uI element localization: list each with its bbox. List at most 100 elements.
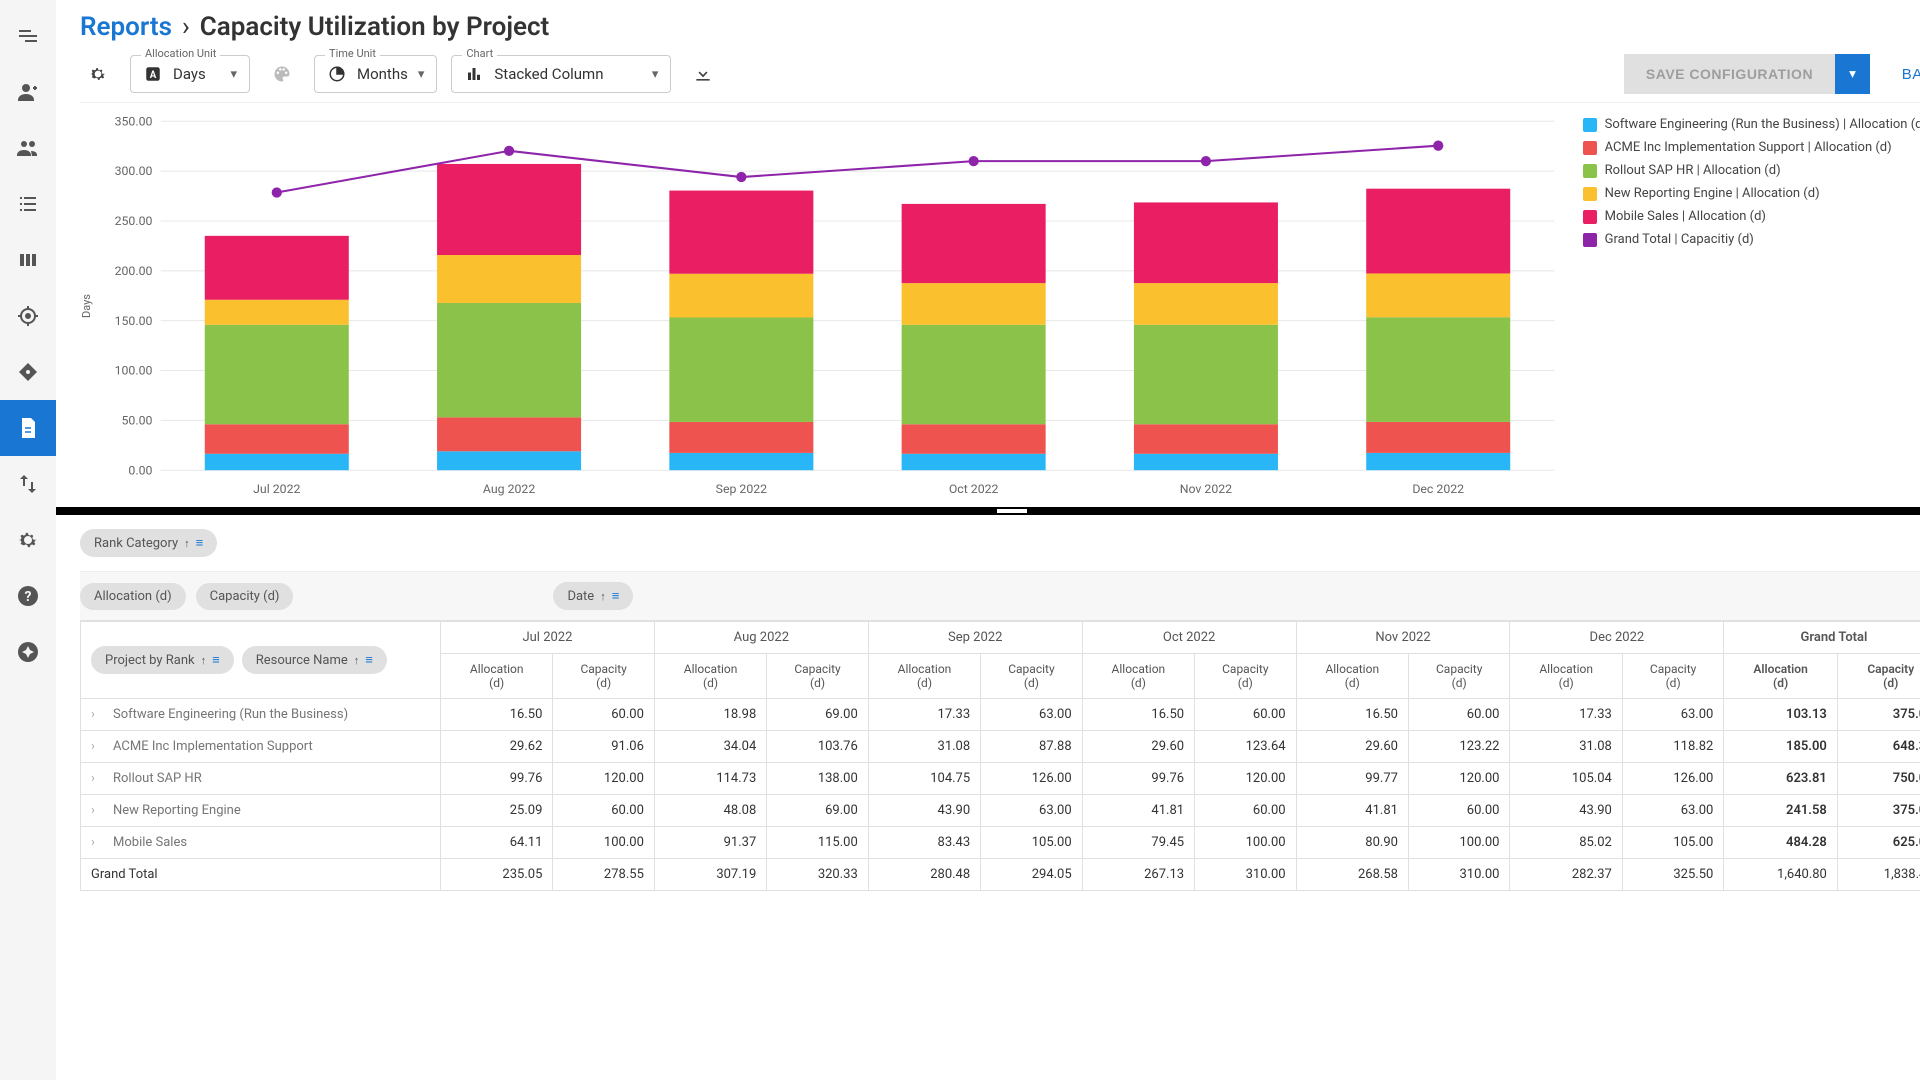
legend-label: Grand Total | Capacitiy (d) (1605, 232, 1754, 247)
legend-item[interactable]: Mobile Sales | Allocation (d) (1583, 209, 1920, 224)
chip-resource-name[interactable]: Resource Name↑≡ (242, 646, 387, 674)
table-row[interactable]: ›Software Engineering (Run the Business)… (81, 699, 1920, 731)
legend-item[interactable]: Rollout SAP HR | Allocation (d) (1583, 163, 1920, 178)
bar-segment[interactable] (1134, 424, 1278, 454)
sidebar-item-reports[interactable] (0, 400, 56, 456)
bar-segment[interactable] (669, 453, 813, 470)
table-row[interactable]: ›Mobile Sales64.11100.0091.37115.0083.43… (81, 827, 1920, 859)
bar-segment[interactable] (1366, 273, 1510, 317)
main-content: Reports › Capacity Utilization by Projec… (56, 0, 1920, 1080)
sidebar-item-swap[interactable] (0, 456, 56, 512)
sidebar-item-diamond[interactable] (0, 344, 56, 400)
sidebar-item-help[interactable]: ? (0, 568, 56, 624)
bar-segment[interactable] (669, 318, 813, 422)
chip-allocation[interactable]: Allocation (d) (80, 583, 186, 610)
legend-swatch (1583, 187, 1597, 201)
allocation-unit-dropdown[interactable]: Allocation Unit A Days ▾ (130, 55, 250, 93)
expand-icon[interactable]: › (91, 803, 103, 818)
bar-segment[interactable] (902, 325, 1046, 424)
subcol-header: Capacity(d) (1195, 654, 1297, 699)
bar-segment[interactable] (902, 283, 1046, 325)
line-point[interactable] (272, 187, 282, 197)
expand-icon[interactable]: › (91, 739, 103, 754)
bar-segment[interactable] (669, 274, 813, 318)
filter-icon: ≡ (612, 588, 620, 604)
legend-swatch (1583, 118, 1597, 132)
legend-item[interactable]: ACME Inc Implementation Support | Alloca… (1583, 140, 1920, 155)
month-header: Nov 2022 (1296, 622, 1510, 654)
grand-total-header: Grand Total (1724, 622, 1920, 654)
legend-item[interactable]: New Reporting Engine | Allocation (d) (1583, 186, 1920, 201)
line-point[interactable] (969, 156, 979, 166)
resize-divider[interactable] (56, 507, 1920, 515)
palette-icon[interactable] (264, 56, 300, 92)
chip-project-by-rank[interactable]: Project by Rank↑≡ (91, 646, 234, 674)
back-button[interactable]: BACK (1902, 66, 1920, 83)
save-dropdown-button[interactable]: ▾ (1835, 54, 1870, 94)
bar-segment[interactable] (437, 303, 581, 417)
chip-rank-category[interactable]: Rank Category↑≡ (80, 529, 217, 557)
bar-segment[interactable] (205, 325, 349, 424)
sidebar-item-explore[interactable] (0, 624, 56, 680)
time-unit-value: Months (357, 65, 408, 83)
table-row[interactable]: ›New Reporting Engine25.0960.0048.0869.0… (81, 795, 1920, 827)
filter-icon: ≡ (196, 535, 204, 551)
svg-text:Jul 2022: Jul 2022 (253, 483, 300, 497)
bar-segment[interactable] (1366, 317, 1510, 422)
breadcrumb: Reports › Capacity Utilization by Projec… (80, 12, 1920, 42)
bar-segment[interactable] (669, 422, 813, 453)
svg-text:0.00: 0.00 (128, 464, 152, 478)
bar-segment[interactable] (1134, 454, 1278, 470)
sidebar: ? (0, 0, 56, 1080)
sidebar-item-list[interactable] (0, 176, 56, 232)
svg-text:?: ? (25, 589, 32, 605)
expand-icon[interactable]: › (91, 771, 103, 786)
bar-segment[interactable] (902, 424, 1046, 454)
sidebar-item-settings[interactable] (0, 512, 56, 568)
chip-capacity[interactable]: Capacity (d) (196, 583, 294, 610)
bar-segment[interactable] (205, 236, 349, 300)
sidebar-item-target[interactable] (0, 288, 56, 344)
bar-segment[interactable] (437, 164, 581, 255)
bar-segment[interactable] (437, 255, 581, 303)
download-icon[interactable] (685, 56, 721, 92)
bar-segment[interactable] (437, 417, 581, 451)
save-configuration-button[interactable]: SAVE CONFIGURATION (1624, 54, 1835, 94)
bar-segment[interactable] (902, 454, 1046, 470)
legend-label: Software Engineering (Run the Business) … (1605, 117, 1920, 132)
bar-segment[interactable] (1134, 325, 1278, 424)
bar-segment[interactable] (1366, 422, 1510, 453)
bar-segment[interactable] (669, 191, 813, 274)
bar-segment[interactable] (437, 451, 581, 470)
line-point[interactable] (736, 172, 746, 182)
chart-container: Days 0.0050.00100.00150.00200.00250.0030… (80, 111, 1920, 501)
legend-item[interactable]: Software Engineering (Run the Business) … (1583, 117, 1920, 132)
bar-segment[interactable] (1134, 202, 1278, 283)
table-row[interactable]: ›Rollout SAP HR99.76120.00114.73138.0010… (81, 763, 1920, 795)
bar-segment[interactable] (205, 424, 349, 454)
sidebar-item-columns[interactable] (0, 232, 56, 288)
chevron-down-icon: ▾ (652, 67, 659, 82)
line-point[interactable] (1201, 156, 1211, 166)
chart-type-dropdown[interactable]: Chart Stacked Column ▾ (451, 55, 671, 93)
line-point[interactable] (504, 146, 514, 156)
time-unit-dropdown[interactable]: Time Unit Months ▾ (314, 55, 437, 93)
sidebar-item-menu[interactable] (0, 8, 56, 64)
chevron-down-icon: ▾ (418, 67, 425, 82)
bar-segment[interactable] (1366, 189, 1510, 274)
legend-item[interactable]: Grand Total | Capacitiy (d) (1583, 232, 1920, 247)
sidebar-item-people[interactable] (0, 120, 56, 176)
table-row[interactable]: ›ACME Inc Implementation Support29.6291.… (81, 731, 1920, 763)
breadcrumb-root[interactable]: Reports (80, 12, 172, 42)
bar-segment[interactable] (1366, 453, 1510, 470)
bar-segment[interactable] (205, 454, 349, 470)
expand-icon[interactable]: › (91, 835, 103, 850)
bar-segment[interactable] (1134, 283, 1278, 325)
expand-icon[interactable]: › (91, 707, 103, 722)
chip-date[interactable]: Date↑≡ (553, 582, 633, 610)
line-point[interactable] (1433, 141, 1443, 151)
bar-segment[interactable] (205, 300, 349, 325)
settings-icon[interactable] (80, 56, 116, 92)
bar-segment[interactable] (902, 204, 1046, 283)
sidebar-item-person[interactable] (0, 64, 56, 120)
